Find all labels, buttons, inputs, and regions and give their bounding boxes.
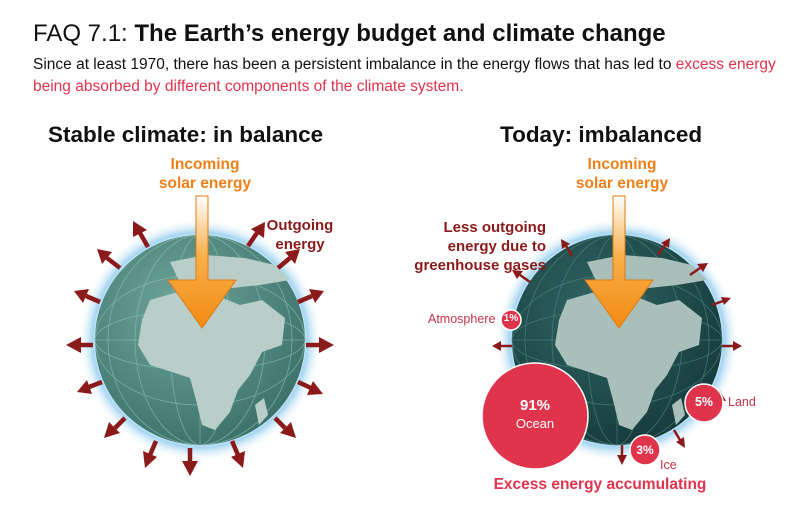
right-panel-title: Today: imbalanced <box>500 122 703 147</box>
outgoing-arrow <box>74 289 101 305</box>
less-outgoing-line1: Less outgoing <box>443 219 547 236</box>
land-bubble <box>684 383 724 423</box>
less-outgoing-line2: energy due to <box>447 238 546 255</box>
left-outgoing-line2: energy <box>275 236 325 253</box>
outgoing-arrow <box>306 337 334 353</box>
faq-heading: The Earth’s energy budget and climate ch… <box>134 20 666 47</box>
outgoing-arrow <box>561 239 574 257</box>
outgoing-arrow <box>722 341 742 351</box>
atmosphere-label: Atmosphere <box>428 312 496 326</box>
outgoing-arrow <box>512 270 531 284</box>
outgoing-arrow <box>104 416 127 438</box>
outgoing-arrow <box>246 222 265 248</box>
ocean-label: Ocean <box>515 416 555 431</box>
outgoing-arrow <box>273 416 296 438</box>
right-incoming-line1: Incoming <box>587 156 657 173</box>
left-outgoing-arrows <box>66 221 334 476</box>
outgoing-arrow <box>297 379 323 395</box>
ice-bubble <box>629 434 661 466</box>
left-solar-arrow <box>167 195 237 329</box>
outgoing-arrow <box>133 221 150 249</box>
right-africa-landmass <box>555 290 702 430</box>
right-solar-arrow <box>584 195 654 329</box>
left-madagascar <box>255 398 268 425</box>
subtitle-highlight: excess energy being absorbed by differen… <box>33 56 776 95</box>
outgoing-arrow <box>77 379 103 394</box>
energy-component-bubbles <box>481 309 724 470</box>
right-incoming-line2: solar energy <box>575 175 669 192</box>
less-outgoing-label: Less outgoing energy due to greenhouse g… <box>396 218 546 275</box>
outgoing-arrow <box>492 341 512 351</box>
excess-energy-label: Excess energy accumulating <box>493 476 707 493</box>
faq-subtitle: Since at least 1970, there has been a pe… <box>33 54 793 98</box>
outgoing-arrow <box>672 429 685 448</box>
outgoing-arrow <box>182 448 198 476</box>
right-madagascar <box>672 398 685 425</box>
ocean-bubble <box>481 362 589 470</box>
ocean-percent: 91% <box>519 397 551 414</box>
outgoing-arrow <box>229 440 245 468</box>
outgoing-arrow <box>66 337 93 353</box>
ice-label: Ice <box>660 458 677 472</box>
outgoing-arrow <box>656 238 670 256</box>
outgoing-arrow <box>97 249 122 270</box>
land-percent: 5% <box>694 395 714 409</box>
outgoing-arrow <box>297 289 324 305</box>
land-label: Land <box>728 395 756 409</box>
left-outgoing-label: Outgoing energy <box>255 216 345 254</box>
ice-percent: 3% <box>636 443 654 457</box>
atmosphere-bubble <box>500 309 522 331</box>
outgoing-arrow <box>617 445 627 465</box>
atmosphere-percent: 1% <box>503 313 519 324</box>
left-incoming-line1: Incoming <box>170 156 240 173</box>
outgoing-arrow <box>276 249 300 270</box>
left-incoming-line2: solar energy <box>158 175 252 192</box>
left-outgoing-line1: Outgoing <box>266 217 334 234</box>
subtitle-text: Since at least 1970, there has been a pe… <box>33 56 676 73</box>
less-outgoing-line3: greenhouse gases <box>414 257 546 274</box>
right-incoming-label: Incoming solar energy <box>557 155 687 193</box>
left-panel-title: Stable climate: in balance <box>48 122 324 147</box>
faq-label: FAQ 7.1: <box>33 20 128 47</box>
outgoing-arrow <box>711 297 731 307</box>
left-incoming-label: Incoming solar energy <box>140 155 270 193</box>
outgoing-arrow <box>689 263 708 277</box>
faq-title: FAQ 7.1: The Earth’s energy budget and c… <box>33 20 666 48</box>
outgoing-arrow <box>143 440 159 468</box>
left-africa-landmass <box>138 290 285 430</box>
